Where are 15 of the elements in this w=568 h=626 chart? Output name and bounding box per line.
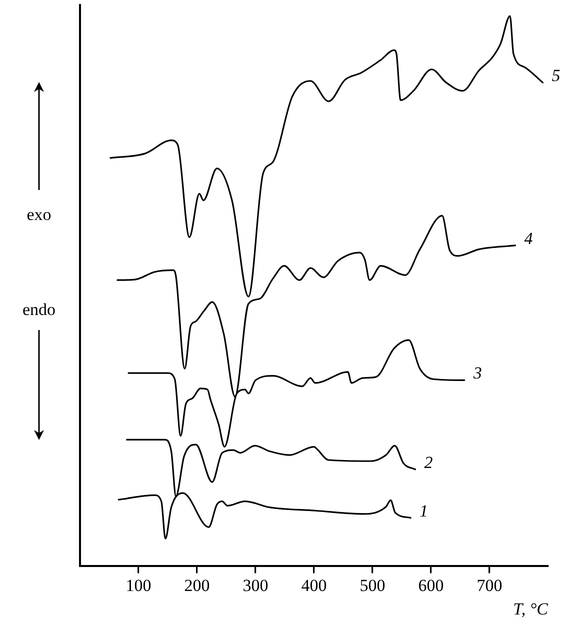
x-tick-label: 200 [184, 576, 210, 595]
series-label: 2 [424, 452, 434, 472]
text: exo [26, 205, 52, 225]
x-tick-label: 500 [360, 576, 386, 595]
x-tick-label: 100 [126, 576, 152, 595]
x-tick-label: 700 [476, 576, 502, 595]
x-tick-label: 400 [301, 576, 327, 595]
x-tick-label: 300 [242, 576, 268, 595]
x-tick-label: 600 [418, 576, 444, 595]
series-label: 5 [552, 66, 560, 86]
series-label: 1 [420, 501, 428, 520]
series-label: 3 [472, 364, 482, 383]
text: endo [21, 300, 57, 320]
series-label: 4 [524, 228, 534, 248]
x-axis-title: T, °C [513, 599, 549, 618]
